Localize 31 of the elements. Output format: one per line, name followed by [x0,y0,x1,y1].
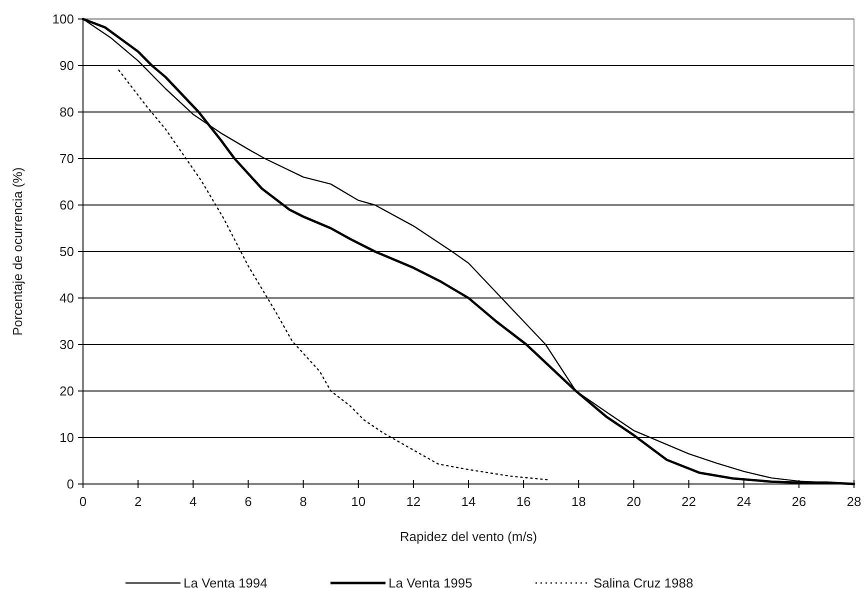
y-tick-label: 10 [60,430,74,446]
x-tick-label: 0 [79,494,87,509]
x-tick-label: 10 [351,494,366,509]
legend-label: La Venta 1995 [388,576,472,591]
x-tick-label: 18 [571,494,586,509]
y-tick-label: 80 [60,104,74,120]
legend-label: Salina Cruz 1988 [594,576,694,591]
y-axis-title: Porcentaje de ocurrencia (%) [10,167,25,336]
y-tick-label: 60 [60,198,74,213]
x-tick-label: 16 [516,494,531,509]
y-tick-label: 100 [52,12,74,27]
legend-label: La Venta 1994 [184,576,268,591]
y-tick-label: 90 [60,58,74,74]
y-tick-label: 50 [60,244,74,260]
x-tick-label: 24 [736,494,752,509]
y-tick-label: 0 [66,476,74,492]
y-tick-label: 40 [60,290,74,306]
x-tick-label: 14 [461,494,476,509]
x-tick-label: 2 [134,494,142,509]
x-tick-label: 6 [244,494,252,509]
x-tick-label: 8 [300,494,307,509]
y-tick-label: 70 [60,151,74,166]
x-tick-label: 4 [190,494,197,509]
x-tick-label: 20 [626,494,641,509]
y-tick-label: 20 [60,384,74,399]
x-tick-label: 12 [406,494,421,509]
x-tick-label: 22 [682,494,696,509]
y-tick-label: 30 [60,337,74,352]
x-tick-label: 26 [792,494,806,509]
x-tick-label: 28 [846,494,862,509]
x-axis-title: Rapidez del vento (m/s) [400,529,538,544]
